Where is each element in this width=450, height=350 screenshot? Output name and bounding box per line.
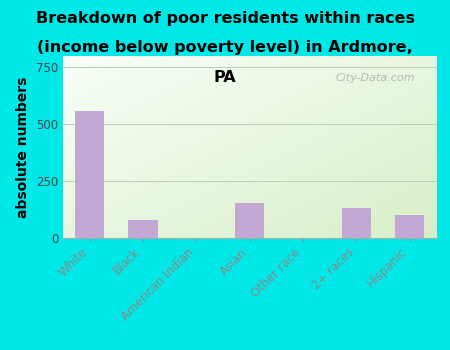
Text: City-Data.com: City-Data.com [336,73,415,83]
Text: (income below poverty level) in Ardmore,: (income below poverty level) in Ardmore, [37,40,413,55]
Bar [128,220,158,238]
Bar [395,215,424,238]
Text: PA: PA [214,70,236,85]
Bar [342,209,371,238]
Bar [75,111,104,238]
Y-axis label: absolute numbers: absolute numbers [16,76,30,218]
Text: Breakdown of poor residents within races: Breakdown of poor residents within races [36,10,414,26]
Bar [235,203,265,238]
